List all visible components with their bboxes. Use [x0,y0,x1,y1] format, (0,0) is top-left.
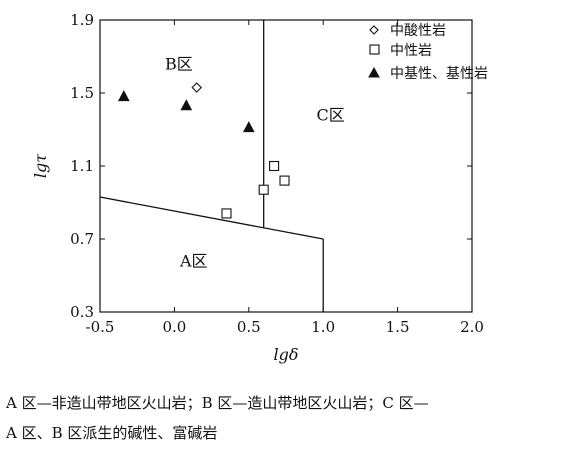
caption-line-1: A 区—非造山带地区火山岩；B 区—造山带地区火山岩；C 区— [6,394,429,412]
point-triangle [242,121,255,133]
legend-triangle-icon [368,66,380,78]
region-label: A区 [179,251,208,270]
x-tick-label: 1.0 [311,318,335,336]
data-points [117,82,290,219]
y-tick-labels: 0.3 0.7 1.1 1.5 1.9 [70,11,94,321]
x-tick-labels: -0.5 0.0 0.5 1.0 1.5 2.0 [86,318,484,336]
legend-square-icon [369,44,380,55]
y-tick-label: 1.5 [70,84,94,102]
x-tick-label: 0.0 [162,318,186,336]
plot-frame [99,19,473,313]
region-label: C区 [317,105,345,124]
region-boundaries [99,20,324,312]
x-tick-label: -0.5 [86,318,115,336]
point-diamond [191,82,202,93]
y-tick-label: 0.3 [70,303,94,321]
legend-diamond-icon [369,25,379,35]
y-tick-label: 0.7 [70,230,94,248]
boundary-line [99,196,324,240]
point-square [221,208,232,219]
legend: 中酸性岩 中性岩 中基性、基性岩 [368,23,488,82]
region-labels: A区 B区 C区 [165,54,345,270]
y-axis-label: lgτ [31,153,50,178]
point-square [258,184,269,195]
chart: -0.5 0.0 0.5 1.0 1.5 2.0 0.3 0.7 1.1 1.5 1.9 A区 B区… [31,11,488,364]
point-triangle [180,99,193,111]
x-axis-label: lgδ [274,345,299,364]
legend-label-acidic: 中酸性岩 [390,23,446,39]
figure-caption: A 区—非造山带地区火山岩；B 区—造山带地区火山岩；C 区— A 区、B 区派… [6,388,562,448]
y-tick-label: 1.1 [70,157,94,175]
point-triangle [117,90,130,102]
x-tick-label: 0.5 [237,318,261,336]
caption-line-2: A 区、B 区派生的碱性、富碱岩 [6,424,218,442]
y-tick-label: 1.9 [70,11,94,29]
axis-ticks [99,19,473,313]
x-tick-label: 1.5 [386,318,410,336]
legend-label-basic: 中基性、基性岩 [390,65,488,82]
legend-label-intermediate: 中性岩 [390,43,432,59]
point-square [269,160,280,172]
point-square [279,175,290,186]
region-label: B区 [165,54,193,73]
x-tick-label: 2.0 [460,318,484,336]
